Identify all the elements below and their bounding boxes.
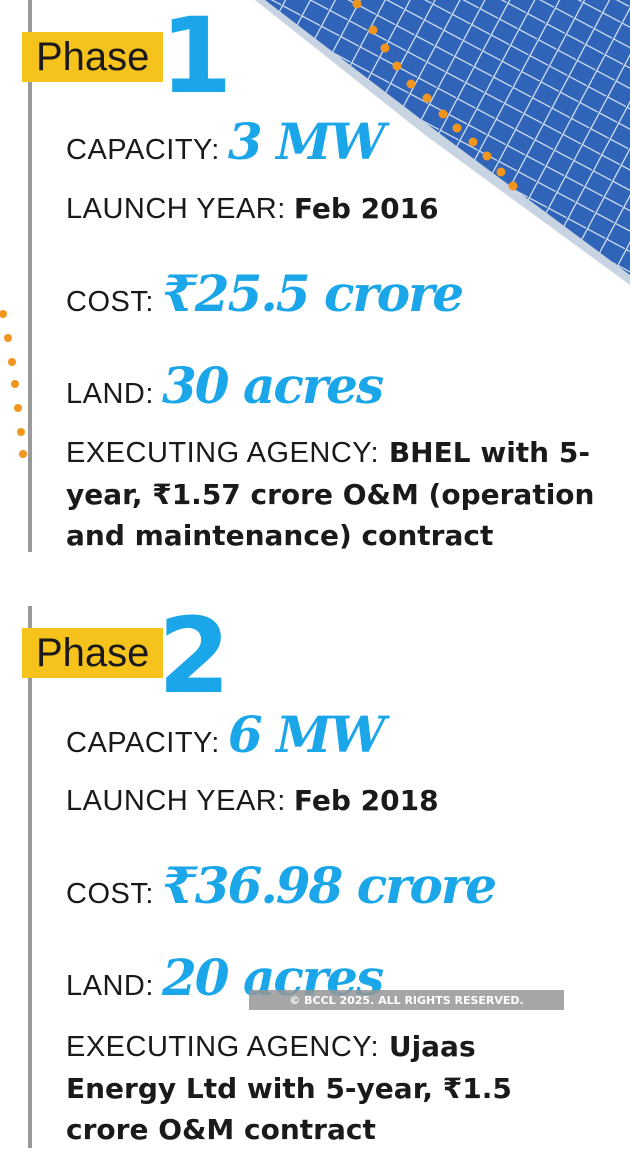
cost-label: COST: [66,878,154,910]
phase-tag-label: Phase [36,630,150,675]
phase-number: 2 [158,595,231,717]
executing-agency-value: BHEL with 5-year, ₹1.57 crore O&M (opera… [66,436,595,552]
orange-dots-left [0,310,27,458]
cost-value: ₹36.98 crore [161,856,497,915]
executing-agency-block: EXECUTING AGENCY: BHEL with 5-year, ₹1.5… [66,432,626,556]
launch-year-row: LAUNCH YEAR: Feb 2016 [66,192,439,226]
land-label: LAND: [66,970,154,1002]
cost-value: ₹25.5 crore [161,264,464,323]
cost-row: COST: ₹25.5 crore [66,264,464,323]
phase-tag-label: Phase [36,34,150,79]
capacity-value: 3 MW [227,112,386,171]
phase-1-divider-line [28,0,32,552]
capacity-label: CAPACITY: [66,134,220,166]
launch-year-value: Feb 2018 [293,784,439,817]
land-row: LAND: 30 acres [66,356,384,415]
capacity-label: CAPACITY: [66,727,220,759]
phase-tag: Phase [22,32,164,82]
phase-2-divider-line [28,606,32,1148]
launch-year-label: LAUNCH YEAR: [66,193,286,225]
copyright-watermark: © BCCL 2025. ALL RIGHTS RESERVED. [249,990,564,1010]
land-label: LAND: [66,378,154,410]
phase-number: 1 [160,0,233,117]
executing-agency-label: EXECUTING AGENCY: [66,1031,380,1063]
executing-agency-block: EXECUTING AGENCY: Ujaas Energy Ltd with … [66,1026,546,1150]
launch-year-value: Feb 2016 [293,192,439,225]
phase-tag: Phase [22,628,164,678]
capacity-row: CAPACITY: 6 MW [66,705,386,764]
cost-label: COST: [66,286,154,318]
cost-row: COST: ₹36.98 crore [66,856,497,915]
executing-agency-value: Ujaas Energy Ltd with 5-year, ₹1.5 crore… [66,1030,512,1146]
land-value: 30 acres [161,356,384,415]
launch-year-label: LAUNCH YEAR: [66,785,286,817]
executing-agency-label: EXECUTING AGENCY: [66,437,380,469]
orange-dots [352,0,518,191]
solar-panel-icon [255,0,630,285]
capacity-row: CAPACITY: 3 MW [66,112,386,171]
capacity-value: 6 MW [227,705,386,764]
launch-year-row: LAUNCH YEAR: Feb 2018 [66,784,439,818]
